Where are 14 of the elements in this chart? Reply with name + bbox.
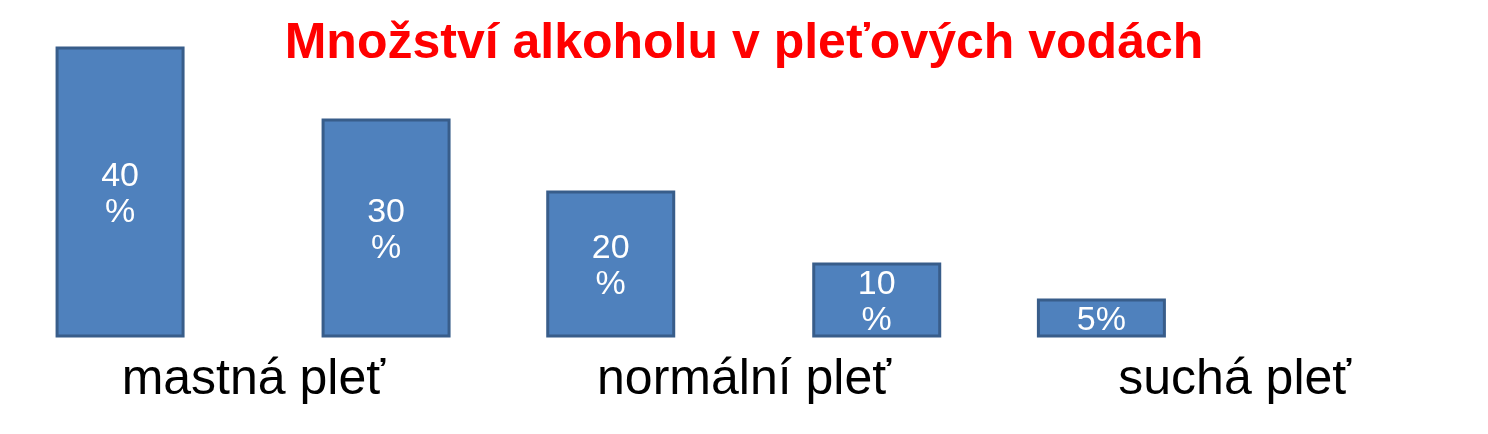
- data-label: 10 %: [857, 263, 896, 337]
- x-tick-label: suchá pleť: [1118, 349, 1353, 405]
- chart-title: Množství alkoholu v pleťových vodách: [283, 12, 1205, 70]
- data-label: 40 %: [101, 155, 139, 229]
- bar: [321, 118, 451, 338]
- data-label: 30 %: [367, 191, 405, 265]
- data-label: 5%: [1076, 299, 1126, 337]
- bar: [55, 46, 185, 338]
- bar: [546, 190, 676, 338]
- x-tick-label: mastná pleť: [121, 349, 387, 405]
- data-label: 20 %: [591, 227, 630, 301]
- bar: [1036, 298, 1166, 338]
- bar: [812, 262, 942, 338]
- x-tick-label: normální pleť: [597, 349, 893, 405]
